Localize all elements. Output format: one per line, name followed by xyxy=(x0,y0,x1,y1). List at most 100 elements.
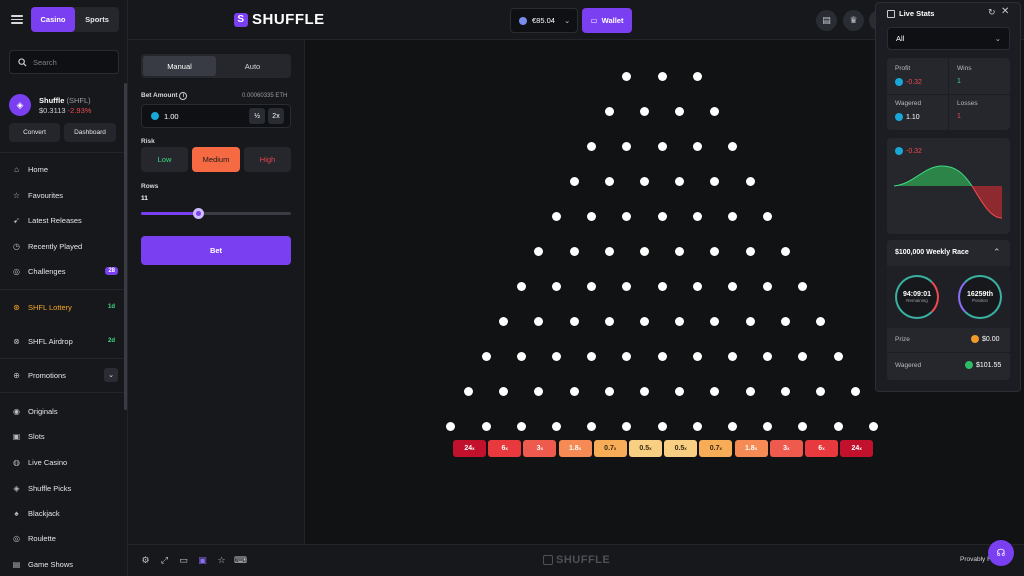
peg xyxy=(710,246,720,256)
euro-coin-icon xyxy=(895,78,903,86)
tab-manual[interactable]: Manual xyxy=(143,56,216,76)
sidebar-item-shfl-lottery[interactable]: ⊛ SHFL Lottery 1d xyxy=(12,299,118,315)
risk-high-button[interactable]: High xyxy=(244,147,291,172)
dashboard-button[interactable]: Dashboard xyxy=(64,123,116,142)
sidebar-item-challenges[interactable]: ◎ Challenges 28 xyxy=(12,263,118,279)
sidebar-scrollbar[interactable] xyxy=(124,83,127,410)
peg xyxy=(587,421,597,431)
peg xyxy=(516,281,526,291)
peg xyxy=(710,106,720,116)
peg xyxy=(481,351,491,361)
sidebar-item-latest-releases[interactable]: ➹ Latest Releases xyxy=(12,212,118,228)
peg xyxy=(604,386,614,396)
multiplier-value: 0.5 xyxy=(639,445,650,452)
settings-icon[interactable]: ⚙ xyxy=(141,555,150,565)
peg xyxy=(657,211,667,221)
profit-label: Profit xyxy=(895,65,911,72)
peg xyxy=(798,351,808,361)
double-bet-button[interactable]: 2x xyxy=(268,108,284,124)
risk-medium-button[interactable]: Medium xyxy=(192,147,240,172)
refresh-icon[interactable]: ↻ xyxy=(988,7,996,17)
peg xyxy=(587,351,597,361)
close-icon[interactable]: ✕ xyxy=(1001,6,1010,17)
provably-fair-link[interactable]: Provably Fa xyxy=(960,556,995,563)
cards-icon: ♠ xyxy=(14,508,19,518)
position-label: Position xyxy=(971,298,988,303)
bet-button[interactable]: Bet xyxy=(141,236,291,265)
wallet-label: Wallet xyxy=(601,16,624,25)
sidebar-item-favourites[interactable]: ☆ Favourites xyxy=(12,187,118,203)
sidebar-item-label: Latest Releases xyxy=(28,215,82,225)
support-chat-icon[interactable]: ☊ xyxy=(988,540,1014,566)
token-price: $0.3113 -2.93% xyxy=(39,106,91,115)
sidebar-divider xyxy=(0,358,124,359)
position-value: 16259th xyxy=(966,291,994,298)
rows-slider-track[interactable] xyxy=(141,212,291,215)
multiplier-suffix: x xyxy=(822,446,825,451)
balance-selector[interactable]: €85.04 ⌄ xyxy=(510,8,578,33)
shuffle-logo[interactable]: S SHUFFLE xyxy=(234,11,325,28)
peg xyxy=(727,421,737,431)
gameshow-icon: ▤ xyxy=(12,559,21,569)
sidebar-item-recently-played[interactable]: ◷ Recently Played xyxy=(12,238,118,254)
theatre-mode-icon[interactable]: ▭ xyxy=(179,555,188,565)
live-icon: ◍ xyxy=(13,457,20,467)
sidebar-item-shuffle-picks[interactable]: ◈ Shuffle Picks xyxy=(12,480,118,496)
sidebar-item-roulette[interactable]: ◎ Roulette xyxy=(12,530,118,546)
tab-sports[interactable]: Sports xyxy=(85,15,109,24)
sidebar-item-originals[interactable]: ◉ Originals xyxy=(12,403,118,419)
bet-amount-value: 1.00 xyxy=(164,111,179,121)
profit-value-text: -0.32 xyxy=(906,78,922,86)
sidebar-item-label: Slots xyxy=(28,431,45,441)
rows-slider-handle[interactable] xyxy=(193,208,204,219)
sidebar-item-slots[interactable]: ▣ Slots xyxy=(12,428,118,444)
tab-casino[interactable]: Casino xyxy=(31,7,75,32)
sidebar-item-home[interactable]: ⌂ Home xyxy=(12,161,118,177)
chevron-down-icon[interactable]: ⌄ xyxy=(104,368,118,382)
remaining-timer: 94:09:01 Remaining xyxy=(895,275,939,319)
sidebar-item-label: SHFL Airdrop xyxy=(28,336,73,346)
bet-amount-input[interactable]: 1.00 xyxy=(141,104,291,128)
tab-auto[interactable]: Auto xyxy=(244,61,261,71)
fullscreen-icon[interactable]: ⤢ xyxy=(160,555,169,565)
bet-amount-label-text: Bet Amount xyxy=(141,92,178,99)
multiplier-suffix: x xyxy=(684,446,687,451)
token-change: -2.93% xyxy=(67,106,92,115)
footer-logo-text: SHUFFLE xyxy=(556,554,611,566)
peg xyxy=(657,141,667,151)
convert-button[interactable]: Convert xyxy=(9,123,60,142)
search-input[interactable]: Search xyxy=(9,50,119,74)
sidebar-item-shfl-airdrop[interactable]: ⊗ SHFL Airdrop 2d xyxy=(12,333,118,349)
peg xyxy=(551,211,561,221)
chevron-up-icon[interactable]: ⌃ xyxy=(993,247,1001,257)
half-bet-button[interactable]: ½ xyxy=(249,108,265,124)
rows-slider-fill xyxy=(141,212,199,215)
risk-low-button[interactable]: Low xyxy=(141,147,188,172)
stats-filter-select[interactable]: All ⌄ xyxy=(887,27,1010,50)
menu-icon[interactable] xyxy=(11,13,23,25)
stats-icon[interactable]: ▣ xyxy=(198,555,207,565)
sidebar-item-live-casino[interactable]: ◍ Live Casino xyxy=(12,454,118,470)
peg xyxy=(604,176,614,186)
peg xyxy=(481,421,491,431)
sidebar-item-blackjack[interactable]: ♠ Blackjack xyxy=(12,505,118,521)
vip-crown-icon[interactable]: ♛ xyxy=(843,10,864,31)
peg xyxy=(639,316,649,326)
favourite-star-icon[interactable]: ☆ xyxy=(217,555,226,565)
peg xyxy=(780,386,790,396)
sidebar-item-game-shows[interactable]: ▤ Game Shows xyxy=(12,556,118,572)
wallet-button[interactable]: ▭ Wallet xyxy=(582,8,632,33)
notes-icon[interactable]: ▤ xyxy=(816,10,837,31)
rows-value: 11 xyxy=(141,195,148,202)
multiplier-value: 0.7 xyxy=(604,445,614,452)
losses-label: Losses xyxy=(957,100,978,107)
shuffle-logo-icon: S xyxy=(234,12,248,27)
info-icon[interactable]: i xyxy=(179,92,188,100)
sidebar-item-promotions[interactable]: ⊕ Promotions ⌄ xyxy=(12,367,118,383)
peg xyxy=(745,316,755,326)
hotkeys-icon[interactable]: ⌨ xyxy=(234,555,247,565)
race-divider xyxy=(887,352,1010,353)
star-icon: ☆ xyxy=(12,190,21,200)
